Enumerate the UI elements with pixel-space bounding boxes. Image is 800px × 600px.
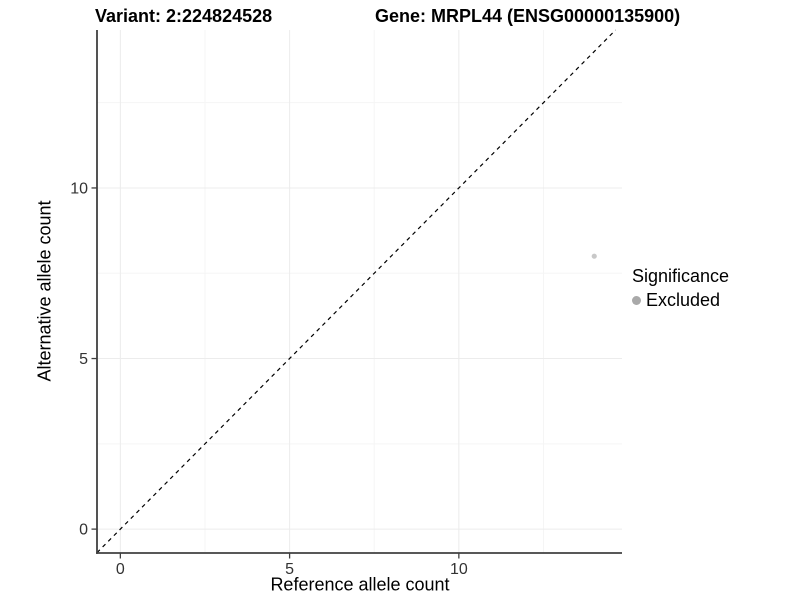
legend-key-dot-icon [632, 295, 641, 305]
y-tick-label: 0 [79, 522, 88, 539]
x-tick-label: 10 [450, 561, 468, 578]
legend: Significance Excluded [632, 266, 729, 310]
plot-title-variant: Variant: 2:224824528 [95, 6, 273, 26]
x-tick-label: 5 [285, 561, 294, 578]
identity-line [96, 29, 616, 554]
y-tick-label: 10 [70, 180, 88, 197]
legend-item-excluded: Excluded [632, 290, 729, 310]
plot-title-gene: Gene: MRPL44 (ENSG00000135900) [375, 6, 681, 26]
y-axis-title: Alternative allele count [34, 200, 55, 382]
x-axis-title: Reference allele count [270, 574, 450, 595]
legend-item-label: Excluded [646, 290, 721, 310]
data-point [591, 253, 597, 259]
x-tick-label: 0 [116, 561, 125, 578]
y-tick-label: 5 [79, 351, 88, 368]
legend-title: Significance [632, 266, 730, 286]
